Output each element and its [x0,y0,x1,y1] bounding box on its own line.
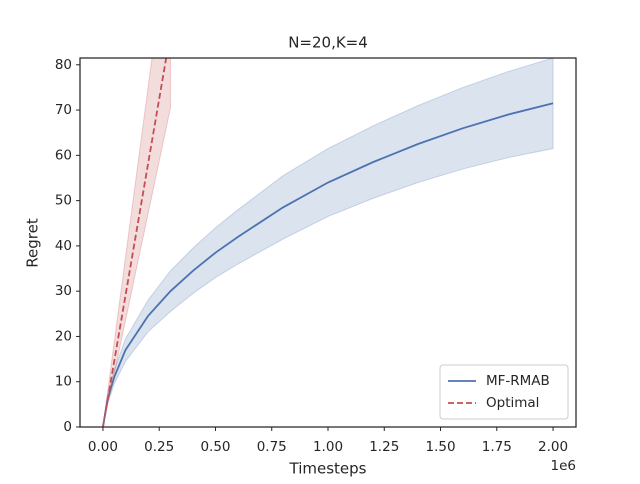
y-tick-label: 10 [55,374,72,390]
y-tick-label: 20 [55,328,72,344]
x-tick-label: 1.25 [369,439,399,455]
y-tick-label: 30 [55,283,72,299]
y-axis-label: Regret [24,218,42,268]
x-tick-label: 0.75 [257,439,287,455]
y-tick-label: 0 [63,419,72,435]
chart-title: N=20,K=4 [288,34,368,52]
legend-box [439,364,569,420]
y-tick-label: 70 [55,102,72,118]
x-tick-label: 2.00 [538,439,568,455]
y-tick-label: 50 [55,193,72,209]
y-tick-label: 80 [55,57,72,73]
line [102,102,554,427]
x-axis-label: Timesteps [289,460,367,478]
x-tick-label: 1.50 [425,439,455,455]
plot-area [102,58,554,427]
y-tick-label: 60 [55,147,72,163]
x-tick-label: 0.00 [88,439,118,455]
confidence-band [102,58,171,427]
x-tick-label: 1.00 [313,439,343,455]
line [102,58,168,427]
x-tick-label: 0.25 [144,439,174,455]
legend-label: MF-RMAB [486,373,550,389]
y-tick-label: 40 [55,238,72,254]
x-tick-label: 0.50 [200,439,230,455]
x-offset-label: 1e6 [551,458,576,474]
x-tick-label: 1.75 [482,439,512,455]
legend-label: Optimal [486,395,539,411]
